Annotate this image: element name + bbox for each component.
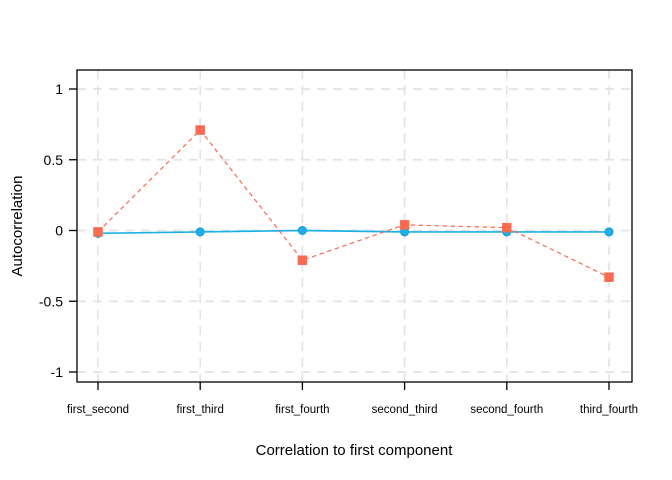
red-series-line [97, 129, 610, 278]
y-tick-label: -1 [51, 364, 64, 380]
x-tick-label: first_second [67, 404, 129, 416]
series-layer [93, 125, 614, 282]
y-tick-label: 0.5 [44, 152, 64, 168]
x-tick-label: second_fourth [470, 404, 543, 416]
red-series-point [195, 125, 205, 135]
red-series-point [502, 222, 512, 233]
x-tick-label: third_fourth [580, 404, 638, 416]
tick-layer: 1 0.5 0 -0.5 -1 first_second first_third first_… [39, 81, 638, 416]
x-axis-title: Correlation to first component [256, 442, 454, 459]
blue-series-point [604, 227, 614, 237]
red-series-point [399, 220, 410, 230]
red-series-point [297, 255, 308, 265]
y-tick-label: 0 [55, 223, 63, 239]
plot-frame [76, 69, 633, 383]
x-tick-label: first_fourth [275, 404, 329, 416]
x-tick-label: second_third [372, 404, 438, 416]
red-series-point [604, 272, 614, 282]
blue-series-point [195, 227, 205, 237]
x-tick-label: first_third [177, 404, 224, 416]
y-tick-label: 1 [55, 81, 63, 97]
red-series-point [93, 227, 103, 237]
y-tick-label: -0.5 [39, 293, 63, 309]
y-axis-title: Autocorrelation [9, 176, 26, 277]
blue-series-point [297, 226, 307, 235]
blue-series-line [97, 229, 609, 235]
grid-layer [77, 70, 632, 382]
